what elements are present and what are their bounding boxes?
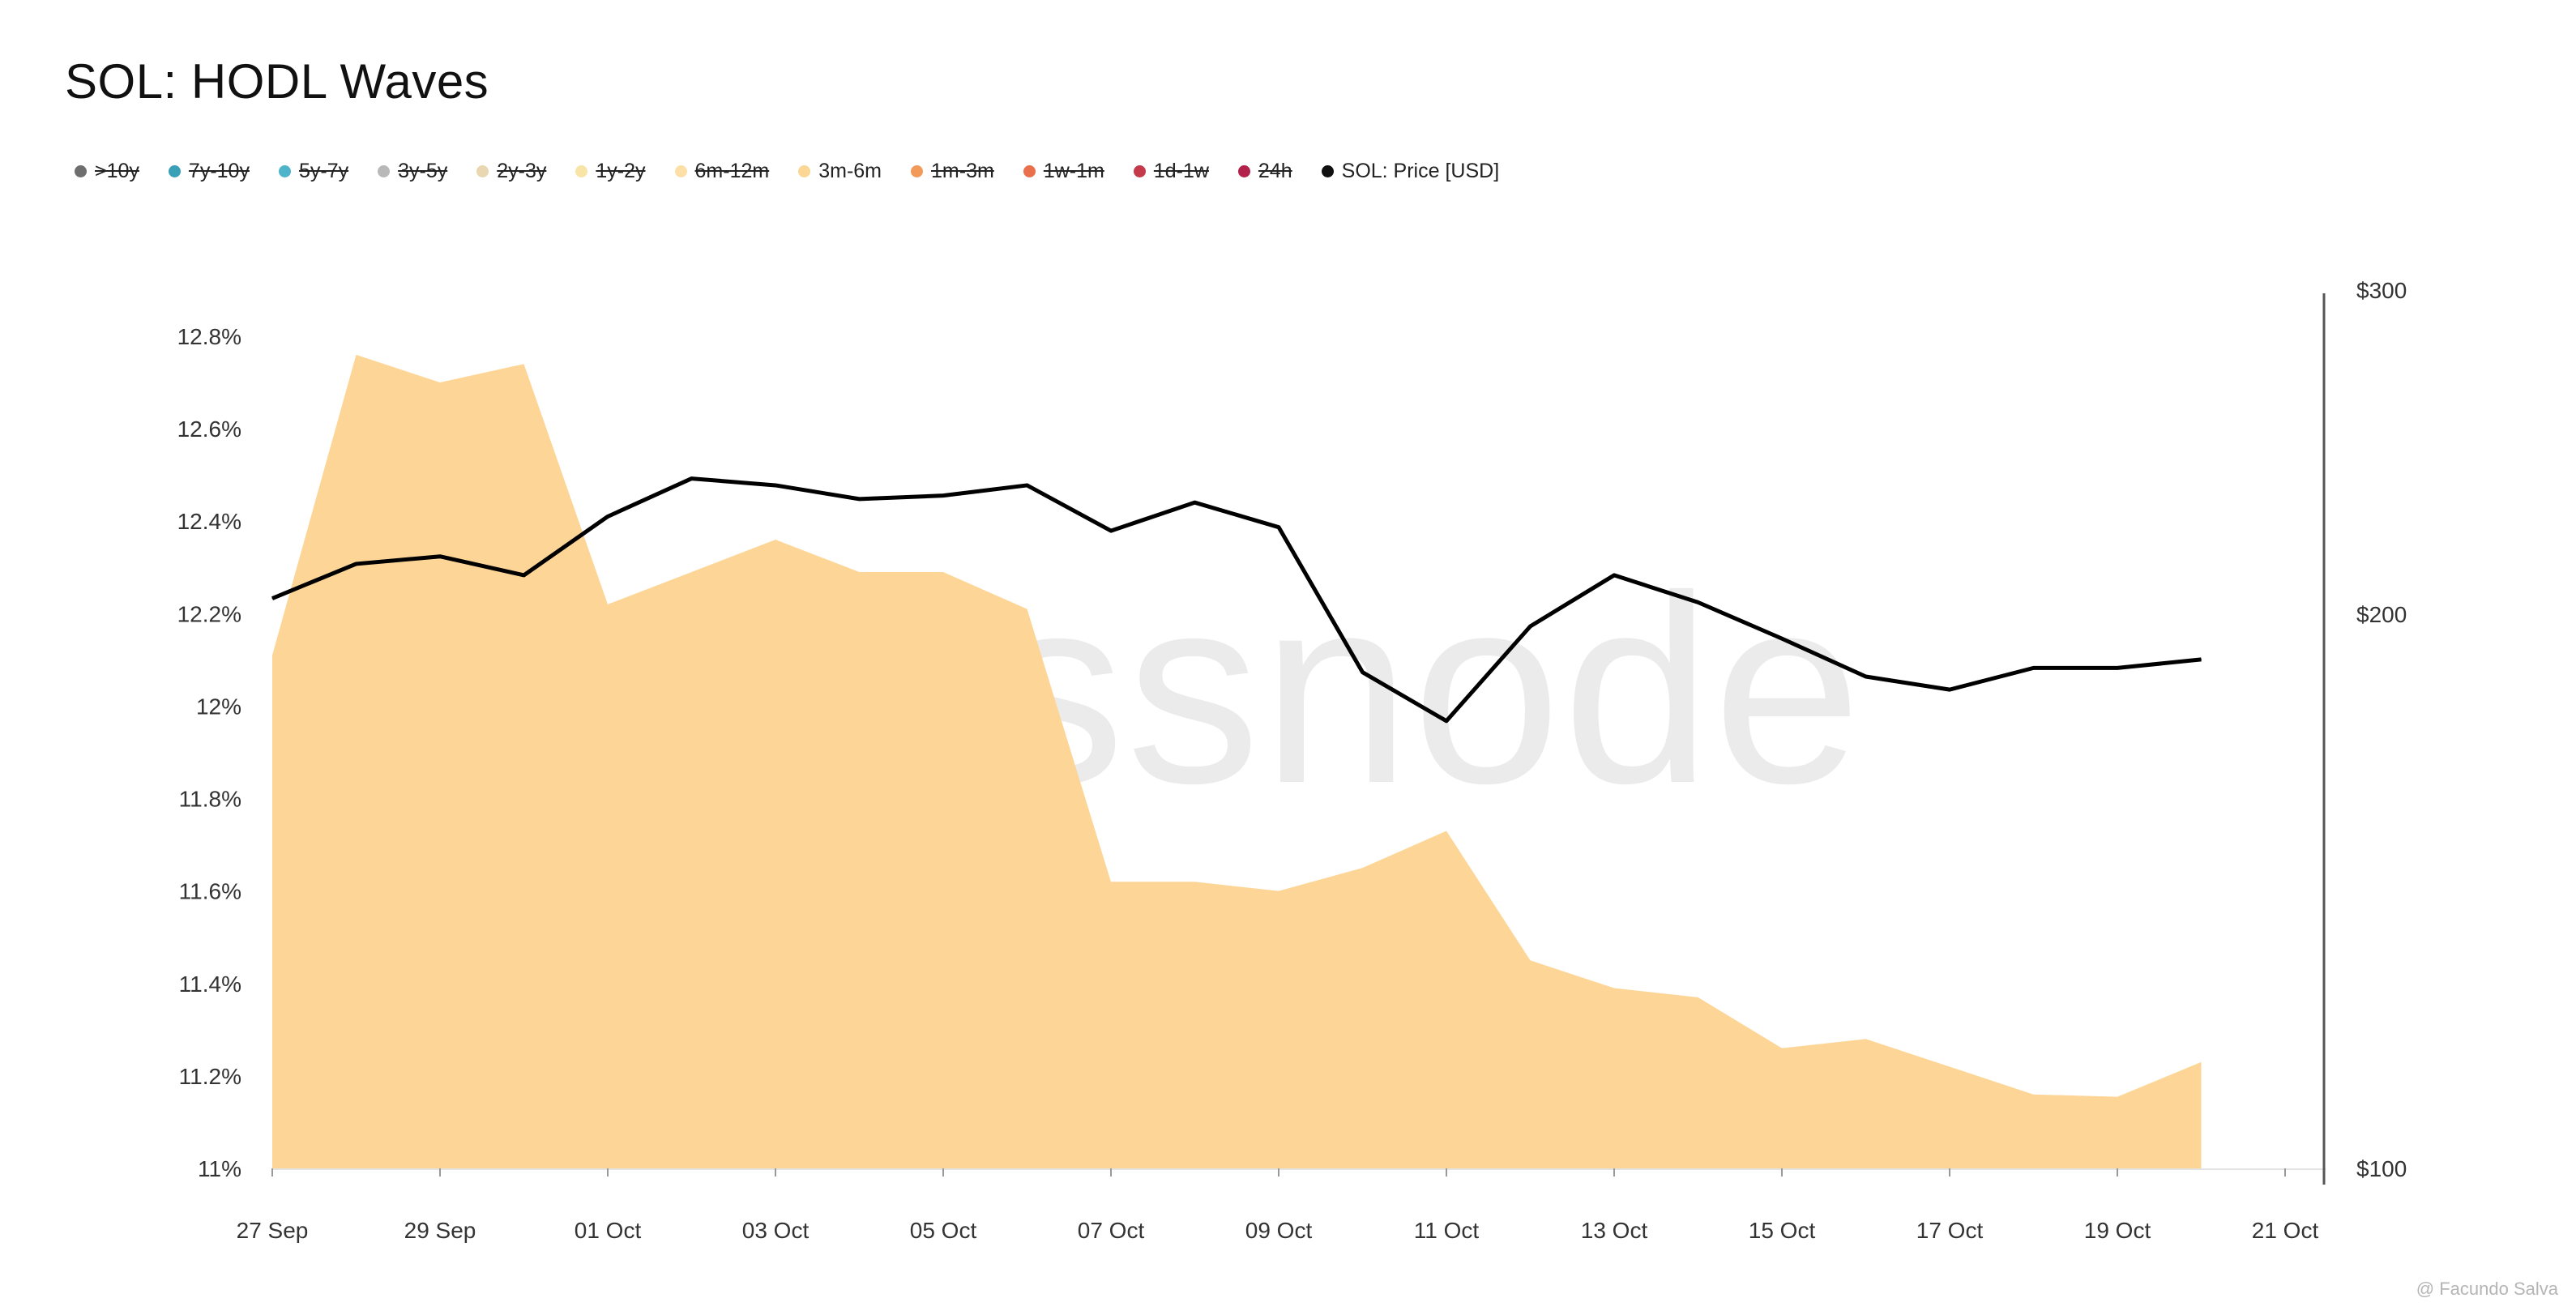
legend-item[interactable]: SOL: Price [USD] [1321, 160, 1500, 183]
legend-dot-icon [911, 165, 924, 177]
legend-label: 3m-6m [818, 160, 882, 182]
legend-item[interactable]: 3m-6m [798, 160, 882, 183]
price-point [439, 556, 441, 557]
legend-dot-icon [75, 165, 87, 177]
legend-dot-icon [1321, 165, 1334, 177]
legend-dot-icon [168, 165, 181, 177]
y-left-tick-label: 12.2% [177, 601, 241, 626]
price-point [1865, 676, 1866, 677]
legend-dot-icon [674, 165, 687, 177]
legend-dot-icon [1237, 165, 1250, 177]
x-tick-label: 15 Oct [1749, 1218, 1816, 1243]
legend-item[interactable]: 1y-2y [575, 160, 646, 183]
legend-dot-icon [476, 165, 489, 177]
price-point [1613, 574, 1615, 576]
legend-item[interactable]: 1m-3m [911, 160, 994, 183]
legend-dot-icon [1023, 165, 1036, 177]
price-point [691, 478, 692, 480]
x-tick-label: 01 Oct [575, 1218, 642, 1243]
price-point [2201, 659, 2202, 660]
price-point [1194, 502, 1195, 503]
legend-item[interactable]: 6m-12m [674, 160, 770, 183]
legend-item[interactable]: 5y-7y [278, 160, 349, 183]
legend-item[interactable]: >10y [75, 160, 139, 183]
x-tick-label: 29 Sep [404, 1218, 476, 1243]
legend-item[interactable]: 1d-1w [1133, 160, 1209, 183]
chart-title: SOL: HODL Waves [65, 54, 489, 109]
y-left-tick-label: 12% [196, 694, 241, 719]
legend-label: 2y-3y [497, 160, 547, 182]
price-point [942, 495, 944, 497]
legend-label: 1w-1m [1043, 160, 1104, 182]
y-left-tick-label: 11% [198, 1156, 241, 1181]
legend-item[interactable]: 2y-3y [476, 160, 546, 183]
y-right-tick-label: $200 [2356, 602, 2407, 627]
legend-label: >10y [95, 160, 139, 182]
x-tick-label: 03 Oct [742, 1218, 810, 1243]
x-tick-label: 21 Oct [2252, 1218, 2319, 1243]
price-point [607, 515, 609, 517]
y-left-tick-label: 11.6% [179, 879, 241, 904]
price-point [859, 498, 860, 500]
legend-label: 3y-5y [398, 160, 448, 182]
legend-label: 1y-2y [596, 160, 646, 182]
x-tick-label: 17 Oct [1916, 1218, 1984, 1243]
y-left-tick-label: 12.6% [177, 416, 241, 442]
price-point [1110, 530, 1112, 532]
y-left-tick-label: 12.8% [177, 324, 241, 349]
legend-dot-icon [378, 165, 391, 177]
legend-dot-icon [1133, 165, 1146, 177]
legend-dot-icon [575, 165, 588, 177]
credit-text: @ Facundo Salva [2416, 1279, 2558, 1299]
x-tick-label: 05 Oct [910, 1218, 977, 1243]
legend-dot-icon [278, 165, 291, 177]
legend-item[interactable]: 3y-5y [378, 160, 447, 183]
y-left-tick-label: 11.8% [179, 787, 241, 812]
x-tick-label: 07 Oct [1078, 1218, 1145, 1243]
legend-label: 24h [1258, 160, 1292, 182]
y-left-tick-label: 12.4% [177, 509, 241, 534]
legend: >10y 7y-10y 5y-7y 3y-5y 2y-3y 1y-2y 6m-12m 3m-6… [75, 160, 1528, 183]
x-tick-label: 27 Sep [237, 1218, 309, 1243]
legend-item[interactable]: 1w-1m [1023, 160, 1104, 183]
legend-label: 7y-10y [188, 160, 250, 182]
x-tick-label: 09 Oct [1245, 1218, 1313, 1243]
price-point [523, 574, 524, 576]
x-tick-label: 19 Oct [2084, 1218, 2151, 1243]
legend-dot-icon [798, 165, 811, 177]
legend-label: 1m-3m [931, 160, 994, 182]
y-left-tick-label: 11.4% [179, 972, 241, 997]
price-point [1446, 720, 1447, 722]
price-point [356, 563, 357, 565]
legend-label: 6m-12m [694, 160, 770, 182]
y-left-tick-label: 11.2% [179, 1064, 241, 1089]
y-right-tick-label: $300 [2356, 278, 2407, 303]
legend-label: 1d-1w [1153, 160, 1209, 182]
area-series-3m-6m [272, 354, 2202, 1168]
price-point [1781, 638, 1783, 639]
price-point [1362, 672, 1363, 673]
legend-label: SOL: Price [USD] [1341, 160, 1500, 182]
price-point [271, 598, 273, 600]
legend-item[interactable]: 7y-10y [168, 160, 250, 183]
legend-label: 5y-7y [298, 160, 349, 182]
legend-item[interactable]: 24h [1237, 160, 1292, 183]
x-tick-label: 11 Oct [1414, 1218, 1480, 1243]
x-tick-label: 13 Oct [1581, 1218, 1648, 1243]
price-line [271, 476, 2202, 724]
y-right-tick-label: $100 [2356, 1156, 2407, 1181]
